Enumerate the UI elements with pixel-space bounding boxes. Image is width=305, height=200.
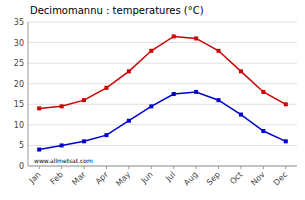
grid-line [28,166,297,167]
chart-container: 0 5 10 15 20 25 30 35 Jan Feb Mar AprMay Jun Jul Aug Se… [0,0,305,200]
x-tick [106,166,107,169]
x-tick [151,166,152,169]
series-marker [172,92,176,96]
series-marker [194,90,198,94]
x-tick [128,166,129,169]
grid-line [28,63,297,64]
series-marker [284,102,288,106]
series-marker [60,143,64,147]
x-tick [84,166,85,169]
y-tick-label: 5 [19,141,24,150]
x-tick-label: Aug [182,170,199,187]
x-tick-label: Jan [27,170,43,186]
series-marker [149,104,153,108]
x-tick-label: Feb [49,170,65,186]
chart: 0 5 10 15 20 25 30 35 Jan Feb Mar AprMay Jun Jul Aug Se… [0,0,305,200]
grid-line [28,145,297,146]
x-tick [263,166,264,169]
x-tick [39,166,40,169]
x-tick-label: Oct [228,170,244,186]
x-tick-label: Mar [70,170,88,188]
grid [28,22,297,166]
series-marker [239,113,243,117]
x-tick [218,166,219,169]
annotation: www.allmetsat.com [34,157,93,164]
y-tick-label: 35 [14,18,24,27]
series-marker [82,98,86,102]
series-marker [172,34,176,38]
x-tick-label: Nov [249,170,267,188]
x-tick [196,166,197,169]
title: Decimomannu : temperatures (°C) [30,5,204,16]
x-tick-label: Dec [272,170,289,187]
grid-line [28,83,297,84]
series-line [39,36,286,108]
y-axis [28,22,29,166]
x-tick-label: Apr [94,170,111,187]
series-marker [217,49,221,53]
series-marker [261,129,265,133]
series-marker [239,69,243,73]
series-marker [104,86,108,90]
series-marker [127,119,131,123]
series-marker [37,148,41,152]
x-axis [28,166,297,167]
x-tick-label: Jul [163,170,177,184]
x-tick-label: May [114,170,132,188]
x-tick [61,166,62,169]
series-marker [37,106,41,110]
series-marker [60,104,64,108]
series-marker [127,69,131,73]
x-tick-label: Sep [205,170,222,187]
x-tick [285,166,286,169]
x-tick [240,166,241,169]
x-tick [173,166,174,169]
y-tick-label: 30 [14,39,24,48]
series-marker [82,139,86,143]
series-marker [194,36,198,40]
series-marker [104,133,108,137]
x-tick-label: Jun [139,170,155,186]
y-tick-label: 0 [19,162,24,171]
series-marker [261,90,265,94]
series-marker [217,98,221,102]
series-marker [284,139,288,143]
grid-line [28,22,297,23]
y-tick-label: 25 [14,59,24,68]
y-tick-label: 15 [14,100,24,109]
series-marker [149,49,153,53]
y-tick-label: 10 [14,121,24,130]
series-line [39,92,286,150]
plot-area [37,34,288,151]
y-tick-label: 20 [14,80,24,89]
